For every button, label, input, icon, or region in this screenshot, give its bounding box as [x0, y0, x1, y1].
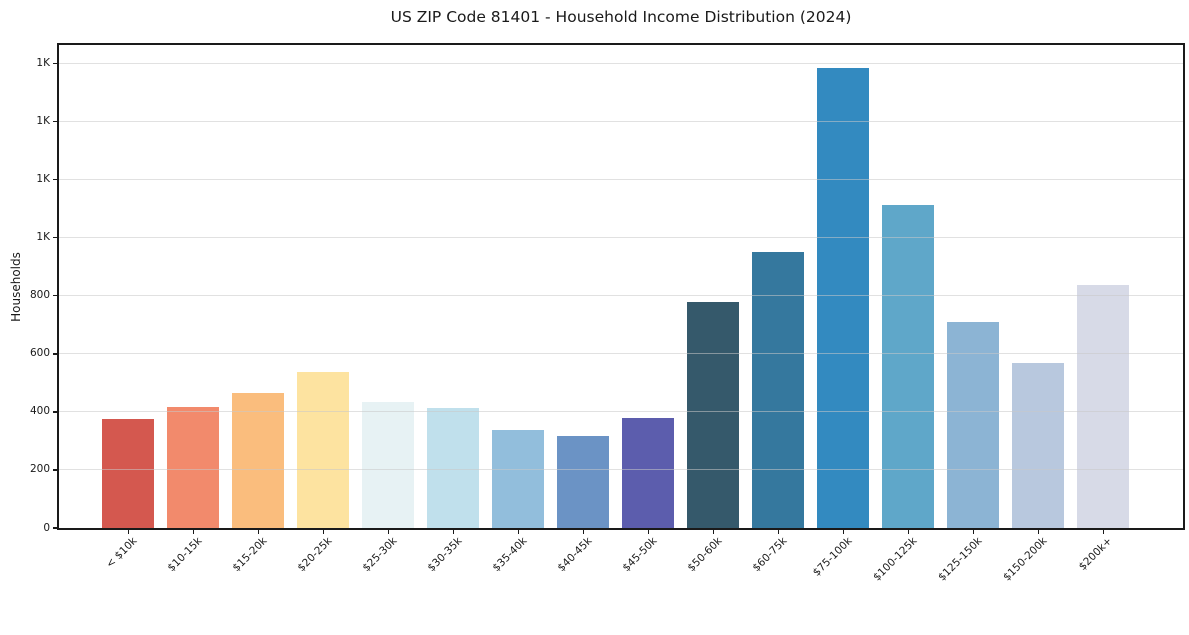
bar-13 — [947, 322, 1000, 528]
x-tick-mark-15 — [1102, 530, 1104, 534]
y-tick-mark-600 — [53, 353, 57, 355]
x-tick-mark-8 — [647, 530, 649, 534]
y-axis-label: Households — [9, 252, 23, 322]
gridline-1600 — [59, 62, 1183, 64]
bar-10 — [752, 252, 805, 528]
bar-1 — [167, 406, 220, 528]
x-tick-mark-1 — [192, 530, 195, 534]
y-tick-label-1400: 1K — [36, 114, 50, 127]
gridline-200 — [59, 469, 1183, 471]
gridline-1400 — [59, 120, 1183, 122]
x-tick-mark-10 — [777, 530, 779, 534]
bar-9 — [687, 302, 740, 528]
chart-figure: US ZIP Code 81401 - Household Income Dis… — [9, 8, 1185, 584]
x-tick-mark-6 — [517, 530, 519, 534]
x-tick-mark-9 — [712, 530, 714, 534]
y-tick-label-0: 0 — [43, 521, 50, 534]
x-tick-mark-5 — [452, 530, 455, 534]
x-tick-mark-11 — [842, 530, 844, 534]
bar-7 — [557, 436, 610, 528]
bar-2 — [232, 392, 285, 528]
x-tick-mark-13 — [972, 530, 974, 534]
bar-15 — [1077, 284, 1130, 528]
y-tick-mark-200 — [53, 469, 57, 471]
y-tick-label-1600: 1K — [36, 56, 50, 69]
y-tick-label-200: 200 — [29, 463, 50, 476]
bar-6 — [492, 430, 545, 528]
bar-5 — [427, 407, 480, 528]
bar-0 — [102, 419, 155, 528]
y-tick-mark-1400 — [53, 120, 57, 123]
x-tick-mark-4 — [387, 530, 390, 534]
y-tick-label-800: 800 — [29, 289, 50, 302]
gridline-600 — [59, 353, 1183, 355]
x-tick-mark-7 — [582, 530, 584, 534]
y-tick-mark-800 — [53, 294, 57, 297]
bar-11 — [817, 68, 870, 528]
gridline-800 — [59, 295, 1183, 297]
y-tick-label-400: 400 — [29, 405, 50, 418]
bar-4 — [362, 402, 415, 528]
y-tick-mark-400 — [53, 411, 57, 413]
x-tick-mark-0 — [127, 530, 130, 534]
y-tick-mark-1600 — [53, 62, 57, 64]
y-tick-label-1000: 1K — [36, 231, 50, 244]
y-tick-mark-0 — [53, 527, 57, 529]
gridline-1000 — [59, 237, 1183, 239]
x-tick-mark-3 — [322, 530, 325, 534]
y-tick-mark-1200 — [53, 178, 57, 181]
chart-title: US ZIP Code 81401 - Household Income Dis… — [390, 8, 852, 26]
gridline-1200 — [59, 179, 1183, 180]
bar-3 — [297, 372, 350, 528]
x-tick-mark-2 — [257, 530, 260, 534]
x-tick-mark-12 — [907, 530, 909, 534]
bar-8 — [622, 417, 675, 528]
y-tick-label-1200: 1K — [36, 173, 50, 185]
y-tick-mark-1000 — [53, 236, 57, 239]
x-tick-mark-14 — [1037, 530, 1039, 534]
y-tick-label-600: 600 — [29, 347, 50, 360]
gridline-400 — [59, 411, 1183, 413]
bar-14 — [1012, 363, 1065, 528]
bar-12 — [882, 205, 935, 528]
plot-area — [57, 43, 1185, 530]
